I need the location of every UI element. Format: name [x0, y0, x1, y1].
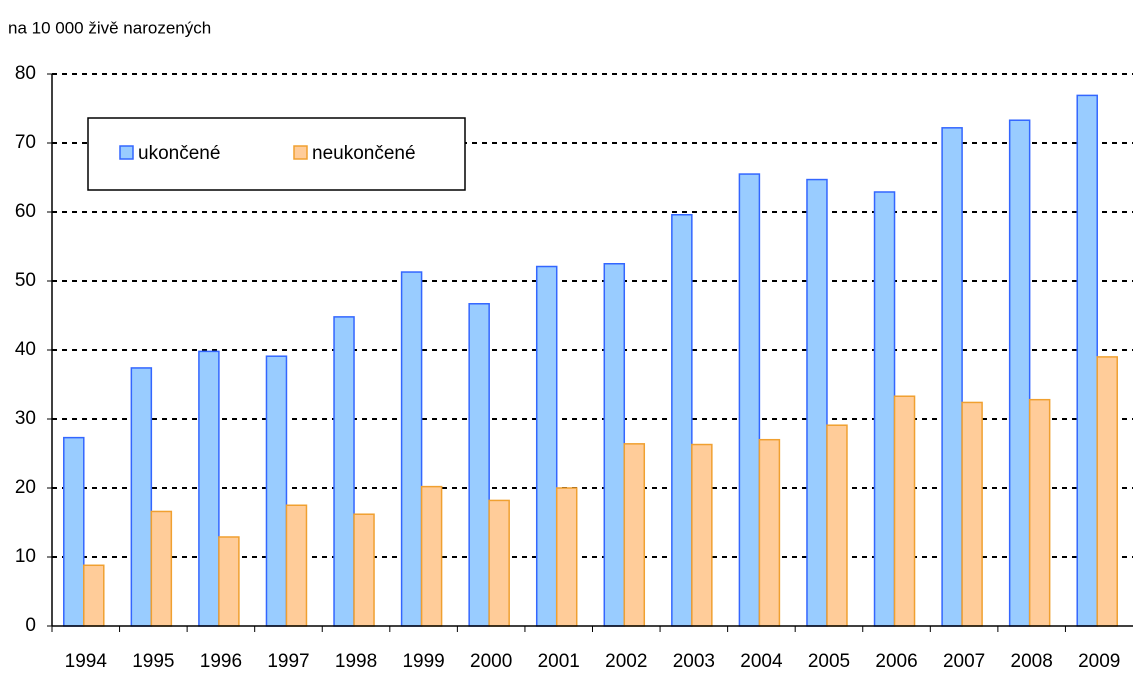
- x-tick-label: 1998: [335, 651, 377, 672]
- legend-swatch: [119, 145, 134, 160]
- y-tick-label: 40: [15, 339, 36, 360]
- legend: [87, 117, 466, 191]
- bar: [893, 395, 916, 627]
- y-tick-label: 50: [15, 270, 36, 291]
- bar: [941, 127, 963, 627]
- bar: [826, 424, 848, 627]
- bar: [468, 303, 490, 627]
- y-tick-label: 70: [15, 132, 36, 153]
- bar: [535, 265, 558, 627]
- bar: [420, 485, 443, 627]
- chart-subtitle: na 10 000 živě narozených: [8, 18, 211, 37]
- bar: [198, 350, 220, 627]
- bar: [218, 536, 240, 627]
- bar: [265, 355, 288, 627]
- bar: [333, 316, 355, 627]
- y-tick-label: 0: [25, 615, 36, 636]
- x-tick-label: 2005: [808, 651, 850, 672]
- bar: [1096, 356, 1118, 627]
- x-tick-label: 2006: [875, 651, 917, 672]
- y-tick-label: 60: [15, 201, 36, 222]
- legend-label: neukončené: [312, 143, 416, 164]
- bar: [63, 436, 85, 627]
- x-tick-label: 1999: [402, 651, 444, 672]
- bar: [623, 443, 646, 627]
- y-tick-label: 80: [15, 63, 36, 84]
- x-tick-label: 2009: [1078, 651, 1120, 672]
- bar: [130, 367, 153, 627]
- bar: [806, 178, 828, 627]
- legend-swatch: [293, 145, 308, 160]
- y-tick-label: 20: [15, 477, 36, 498]
- bar: [873, 191, 896, 627]
- x-tick-label: 2002: [605, 651, 647, 672]
- bar: [488, 499, 510, 627]
- x-tick-label: 1994: [65, 651, 108, 672]
- x-tick-label: 1996: [200, 651, 242, 672]
- bar: [1008, 119, 1031, 627]
- bar: [150, 510, 173, 627]
- x-tick-label: 2000: [470, 651, 512, 672]
- x-tick-label: 2003: [673, 651, 715, 672]
- bar: [83, 564, 105, 627]
- bar: [738, 173, 761, 627]
- x-tick-label: 1997: [267, 651, 309, 672]
- x-tick-label: 1995: [132, 651, 174, 672]
- x-tick-label: 2007: [943, 651, 985, 672]
- y-tick-label: 30: [15, 408, 36, 429]
- bar: [353, 513, 375, 627]
- legend-label: ukončené: [138, 143, 220, 164]
- bar: [285, 504, 308, 627]
- bar: [1076, 94, 1098, 627]
- bar: [961, 401, 983, 627]
- x-tick-label: 2001: [538, 651, 580, 672]
- bar: [400, 271, 423, 627]
- y-tick-label: 10: [15, 546, 36, 567]
- bar: [691, 443, 713, 627]
- bar: [1028, 398, 1051, 627]
- x-tick-label: 2004: [740, 651, 783, 672]
- bar: [671, 214, 693, 627]
- bar: [758, 438, 781, 627]
- bar: [555, 487, 578, 627]
- bar: [603, 263, 626, 627]
- x-tick-label: 2008: [1011, 651, 1053, 672]
